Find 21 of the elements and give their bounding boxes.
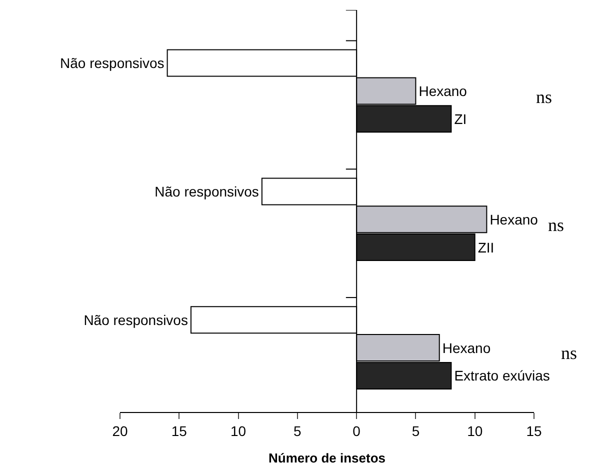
y-tick-label: ZI (454, 110, 467, 127)
text: ns (548, 215, 564, 235)
x-tick-label: 15 (526, 422, 542, 439)
y-tick-label: Hexano (418, 82, 468, 99)
x-axis-title: Número de insetos (268, 450, 386, 466)
y-tick-label: Extrato exúvias (454, 368, 550, 384)
y-tick-label: ZII (478, 239, 494, 256)
x-tick-label: 5 (412, 422, 420, 439)
x-tick-label: 5 (294, 422, 302, 439)
y-tick-label: Não responsivos (84, 312, 188, 328)
x-tick-label: 0 (352, 422, 361, 439)
x-tick-label: 15 (171, 422, 188, 439)
y-tick-label: Não responsivos (60, 55, 164, 72)
x-tick-label: 20 (112, 422, 128, 439)
x-tick-label: 10 (230, 422, 246, 439)
text: ns (561, 343, 578, 363)
y-tick-label: Não responsivos (154, 183, 259, 200)
y-tick-label: Hexano (442, 340, 491, 356)
y-tick-label: Hexano (490, 211, 538, 228)
text: ns (536, 87, 552, 107)
x-tick-label: 10 (467, 422, 483, 439)
